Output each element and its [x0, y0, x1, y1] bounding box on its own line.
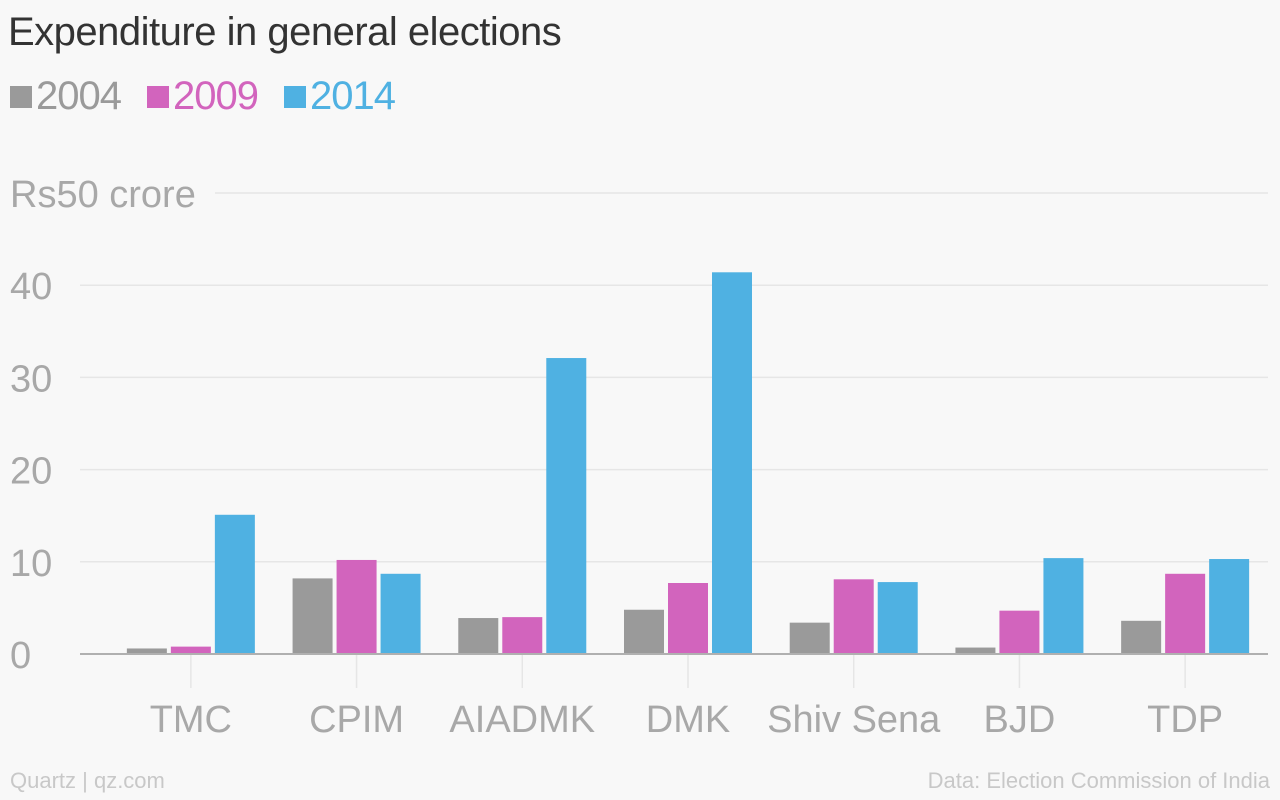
x-tick-label-tmc: TMC [150, 699, 232, 741]
bar-dmk-2009 [668, 583, 708, 654]
bar-dmk-2004 [624, 609, 664, 654]
bar-tdp-2004 [1121, 620, 1162, 654]
chart-title: Expenditure in general elections [8, 10, 562, 54]
bar-tmc-2014 [214, 514, 255, 654]
bar-aiadmk-2004 [458, 618, 499, 654]
y-tick-label-40: 40 [10, 266, 52, 308]
y-tick-label-10: 10 [10, 543, 52, 585]
x-tick-label-dmk: DMK [646, 699, 730, 741]
bar-cpim-2009 [336, 559, 377, 654]
bar-aiadmk-2014 [546, 358, 587, 654]
y-tick-label-30: 30 [10, 358, 52, 400]
legend-swatch-2014 [283, 85, 306, 108]
x-tick-label-cpim: CPIM [309, 699, 404, 741]
bar-cpim-2014 [380, 573, 421, 654]
bar-tdp-2009 [1165, 573, 1206, 654]
bar-dmk-2014 [712, 272, 752, 654]
legend-item-2009: 2009 [146, 74, 259, 119]
legend-label-2014: 2014 [309, 74, 396, 118]
bar-cpim-2004 [292, 578, 333, 654]
bar-aiadmk-2009 [502, 617, 543, 654]
bar-bjd-2009 [999, 610, 1040, 654]
bar-shiv-sena-2014 [877, 582, 918, 654]
bar-shiv-sena-2004 [789, 622, 830, 654]
legend-item-2004: 2004 [10, 74, 122, 119]
x-tick-label-bjd: BJD [984, 699, 1056, 741]
legend-swatch-2009 [146, 85, 169, 108]
footer-source: Data: Election Commission of India [927, 768, 1270, 793]
y-tick-label-top: Rs50 crore [10, 174, 196, 216]
legend-item-2014: 2014 [283, 74, 396, 119]
bar-tmc-2004 [126, 648, 167, 654]
bar-tdp-2014 [1209, 559, 1250, 654]
legend-label-2004: 2004 [36, 74, 122, 118]
x-tick-label-shiv-sena: Shiv Sena [767, 699, 941, 741]
bar-tmc-2009 [170, 646, 211, 654]
footer-credit: Quartz | qz.com [10, 768, 165, 793]
bar-bjd-2004 [955, 647, 996, 654]
y-tick-label-20: 20 [10, 451, 52, 493]
legend: 2004 2009 2014 [10, 74, 396, 119]
x-tick-label-tdp: TDP [1147, 699, 1223, 741]
y-tick-label-0: 0 [10, 635, 31, 677]
bar-bjd-2014 [1043, 558, 1084, 654]
legend-label-2009: 2009 [172, 74, 259, 118]
legend-swatch-2004 [10, 85, 32, 108]
bar-shiv-sena-2009 [833, 579, 874, 654]
x-tick-label-aiadmk: AIADMK [449, 699, 595, 741]
